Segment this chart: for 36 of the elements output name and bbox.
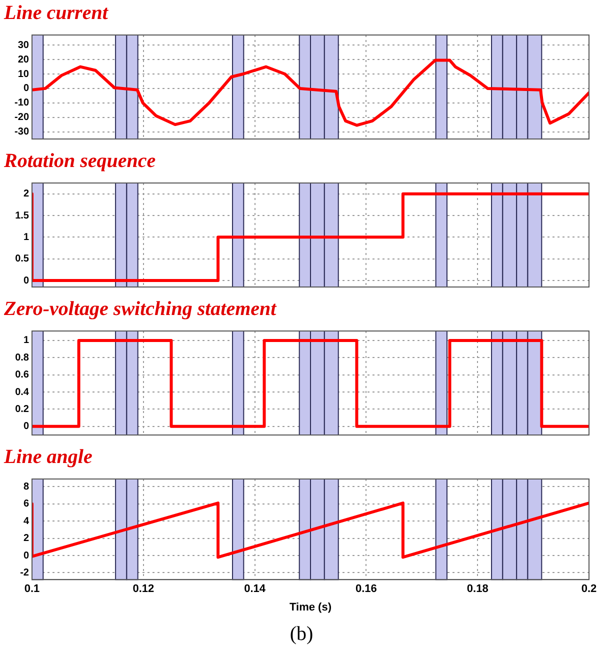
- y-tick-label: 0: [23, 421, 30, 432]
- y-tick-label: 1: [23, 232, 30, 243]
- y-tick-label: 2: [23, 188, 30, 200]
- chart-title: Line current: [2, 1, 110, 26]
- y-tick-label: 0: [23, 83, 30, 94]
- y-tick-label: 0.2: [15, 404, 30, 415]
- y-tick-label: 2: [23, 533, 30, 544]
- chart-title: Rotation sequence: [3, 149, 157, 174]
- y-tick-label: -2: [20, 567, 30, 578]
- x-tick-label: 0.12: [132, 583, 154, 596]
- x-tick-label: 0.16: [355, 583, 377, 596]
- y-tick-label: -30: [14, 126, 30, 138]
- y-tick-label: 8: [23, 481, 30, 492]
- y-tick-label: 6: [23, 498, 30, 510]
- y-tick-label: 0.4: [15, 386, 30, 398]
- x-tick-label: 0.14: [244, 583, 266, 596]
- y-tick-label: 1: [23, 335, 30, 346]
- y-tick-label: 20: [18, 54, 30, 66]
- y-tick-label: 0: [23, 275, 30, 286]
- y-tick-label: 0: [23, 550, 30, 562]
- y-tick-label: 4: [23, 516, 30, 527]
- text: (b): [288, 622, 314, 647]
- chart-title: Zero-voltage switching statement: [3, 297, 278, 322]
- x-tick-label: 0.18: [466, 583, 488, 596]
- y-tick-label: 1.5: [15, 210, 30, 222]
- y-tick-label: 0.8: [15, 352, 30, 364]
- y-tick-label: -10: [14, 98, 30, 109]
- y-tick-label: 0.6: [15, 370, 30, 381]
- chart-title: Line angle: [2, 445, 94, 470]
- y-tick-label: 0.5: [15, 254, 30, 265]
- x-axis-title: Time (s): [290, 601, 332, 614]
- y-tick-label: -20: [14, 112, 30, 124]
- x-tick-label: 0.1: [24, 583, 40, 596]
- x-tick-label: 0.2: [581, 583, 597, 596]
- y-tick-label: 10: [18, 68, 30, 80]
- y-tick-label: 30: [18, 40, 30, 51]
